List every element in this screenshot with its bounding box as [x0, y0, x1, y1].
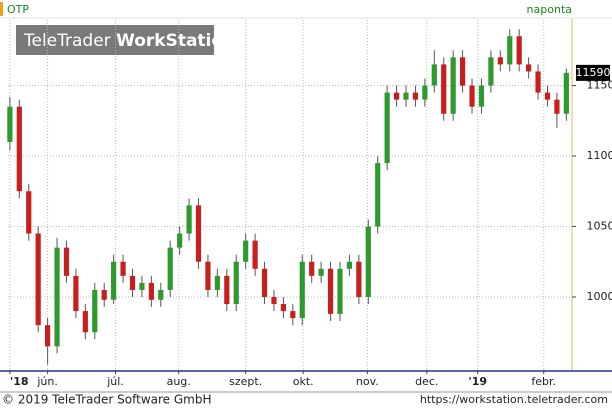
candle-body — [73, 275, 79, 312]
x-tick-label: júl. — [106, 375, 124, 388]
candle-body — [243, 240, 249, 262]
candle-body — [167, 247, 173, 290]
plot: 10000 10500 11000 11500 '18 jún. júl. aug. szept… — [7, 20, 612, 388]
candle-body — [403, 92, 409, 100]
candle-body — [346, 261, 353, 269]
y-tick-label: 10000 — [587, 290, 612, 303]
candle-body — [148, 282, 154, 300]
candle-body — [337, 268, 343, 314]
chart-title: OTP — [7, 3, 29, 16]
candle-body — [318, 268, 324, 276]
candle-body — [356, 261, 362, 297]
candle-body — [205, 261, 211, 290]
candle-body — [544, 92, 551, 100]
x-tick-label: febr. — [531, 375, 556, 388]
watermark-part: TeleTrader — [23, 31, 111, 51]
candle-body — [7, 106, 13, 142]
candle-body — [497, 57, 503, 65]
candle-body — [120, 261, 126, 276]
candle-body — [214, 275, 220, 290]
candle-body — [431, 64, 437, 86]
candle-body — [111, 261, 117, 300]
candle-body — [16, 106, 22, 192]
candle-body — [35, 233, 41, 326]
candle-body — [516, 36, 522, 65]
x-tick-label: nov. — [356, 375, 379, 388]
candle-body — [563, 72, 569, 114]
candle-body — [290, 311, 296, 319]
watermark: TeleTrader WorkStation — [23, 31, 235, 51]
candle-body — [195, 205, 202, 262]
candle-body — [469, 85, 475, 107]
last-price-label: 11590 — [576, 66, 611, 79]
candle-body — [441, 64, 447, 114]
candle-body — [139, 282, 145, 290]
x-tick-label: '18 — [10, 375, 29, 388]
candle-body — [478, 85, 485, 107]
candle-body — [45, 325, 51, 347]
candle-body — [412, 92, 419, 100]
x-tick-label: aug. — [167, 375, 191, 388]
candle-body — [488, 57, 494, 86]
watermark-box — [16, 25, 214, 55]
y-tick-label: 10500 — [587, 220, 612, 233]
x-tick-label: dec. — [415, 375, 438, 388]
candle-body — [375, 163, 381, 227]
x-tick-label: szept. — [229, 375, 262, 388]
candle-body — [186, 205, 192, 234]
candle-body — [507, 36, 513, 65]
candle-body — [252, 240, 258, 269]
candle-body — [82, 311, 88, 333]
x-tick-label: '19 — [468, 375, 487, 388]
candle-body — [63, 247, 70, 276]
candle-body — [224, 275, 230, 305]
candle-body — [26, 191, 32, 234]
candle-body — [365, 226, 371, 297]
y-tick-label: 11000 — [587, 149, 612, 162]
candle-body — [526, 64, 532, 72]
candle-body — [271, 296, 277, 305]
url: https://workstation.teletrader.com — [420, 393, 608, 406]
candle-body — [422, 85, 428, 100]
candle-body — [280, 304, 286, 312]
candle-body — [299, 261, 305, 319]
candle-body — [327, 268, 334, 314]
candle-body — [261, 268, 268, 297]
candle-body — [384, 92, 390, 164]
candle-body — [309, 261, 315, 276]
candle-body — [554, 99, 560, 114]
candle-body — [101, 289, 107, 300]
x-tick-label: jún. — [36, 375, 58, 388]
copyright: © 2019 TeleTrader Software GmbH — [2, 393, 212, 407]
series-marker — [0, 2, 3, 16]
watermark-part: WorkStation — [116, 31, 235, 51]
last-price-box — [576, 64, 610, 81]
x-tick-label: okt. — [293, 375, 314, 388]
candle-body — [393, 92, 400, 100]
candle-body — [535, 71, 541, 93]
candle-body — [233, 261, 239, 305]
candle-body — [177, 233, 183, 248]
candle-body — [158, 289, 164, 300]
y-tick-label: 11500 — [587, 79, 612, 92]
candle-body — [54, 247, 60, 347]
candle-body — [92, 289, 98, 333]
candle-body — [450, 57, 456, 114]
candle-body — [460, 57, 466, 86]
interval: naponta — [527, 3, 572, 16]
candle-body — [129, 275, 136, 290]
